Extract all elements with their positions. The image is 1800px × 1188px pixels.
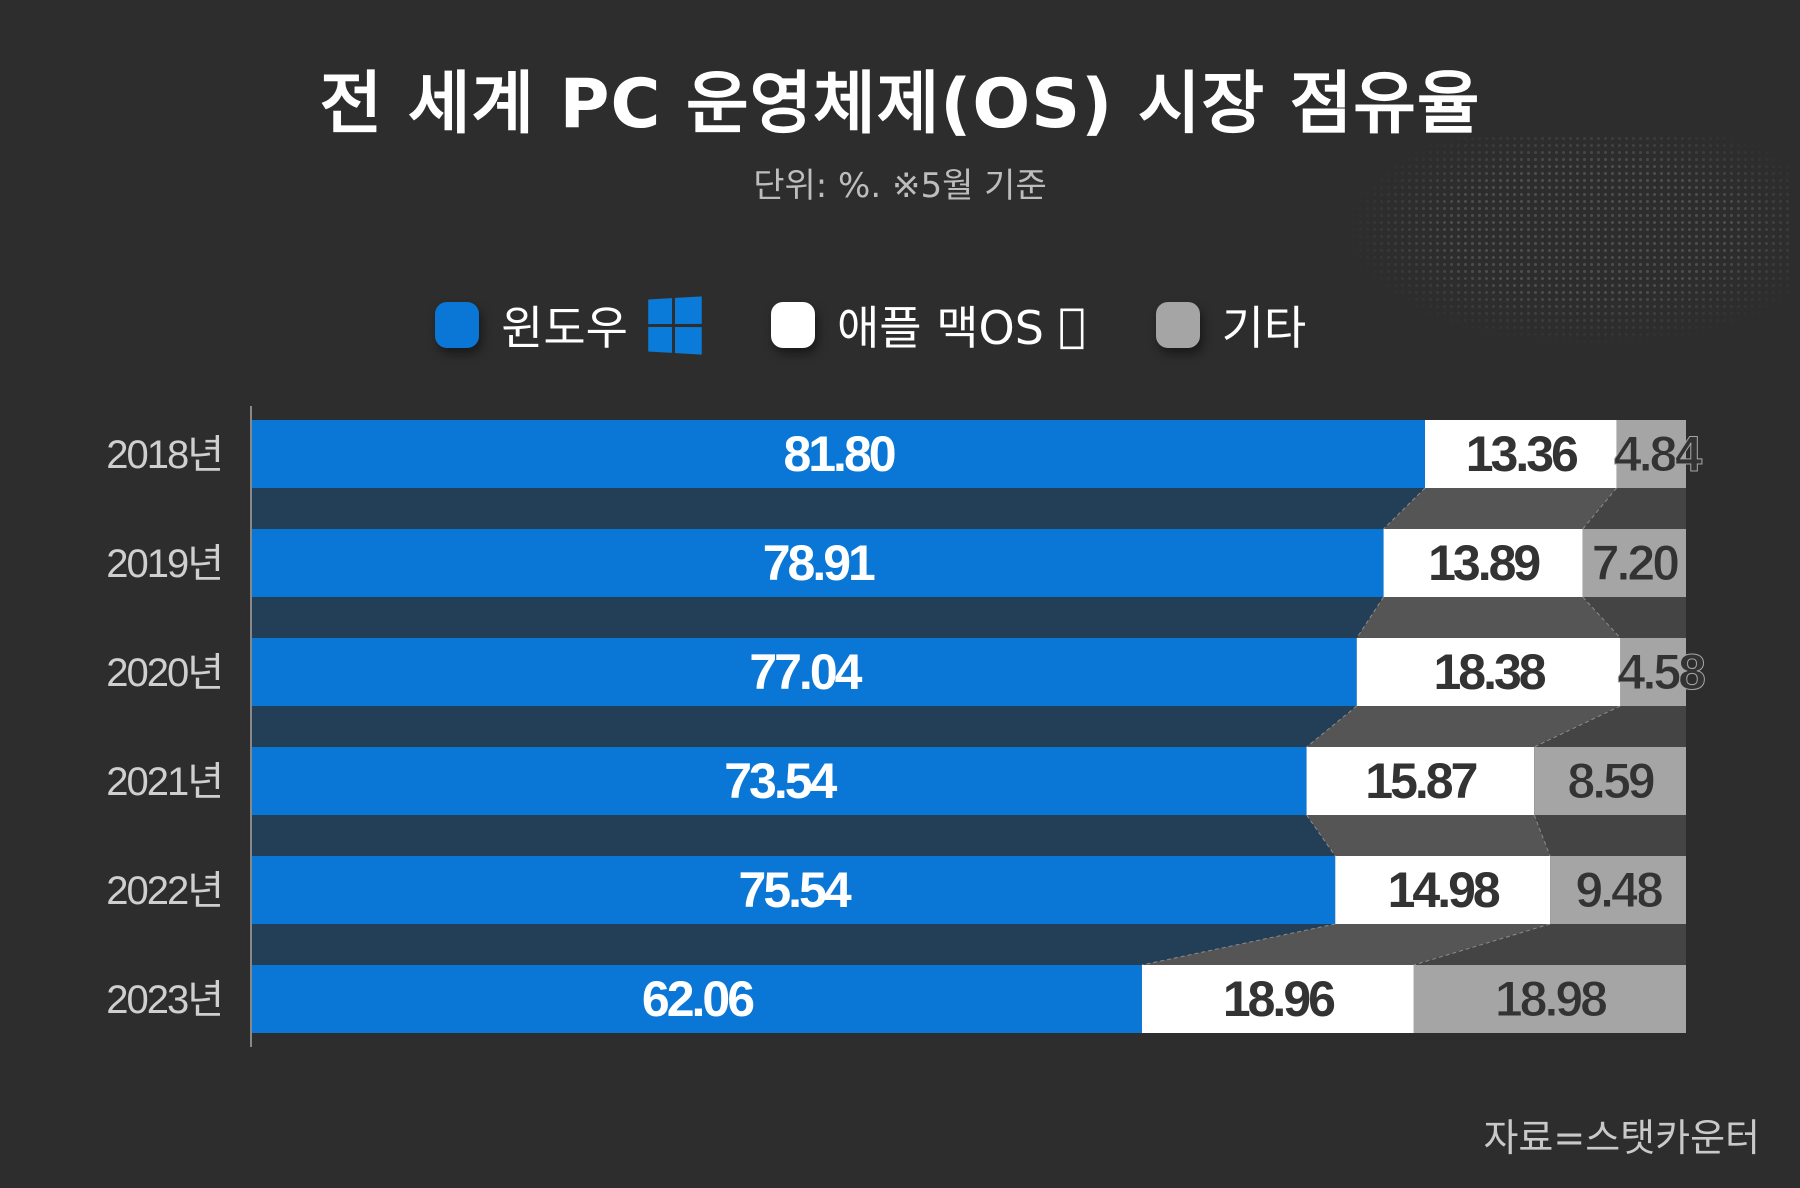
connector-band: [1306, 815, 1551, 856]
data-label: 13.89: [1428, 535, 1539, 591]
legend-swatch-windows: [435, 302, 479, 348]
legend-label-mac: 애플 맥OS: [836, 301, 1044, 355]
legend-label-other: 기타: [1193, 301, 1307, 355]
bar-segment: [252, 638, 1357, 706]
bar-segment: [1306, 747, 1535, 815]
data-label: 7.20: [1592, 535, 1679, 591]
source-note: 자료=스탯카운터: [1483, 1116, 1760, 1160]
data-label: 8.59: [1567, 753, 1654, 809]
data-label: 62.06: [642, 971, 753, 1027]
data-label: 4.58: [1618, 644, 1706, 700]
connector-band: [1141, 924, 1551, 965]
chart-subtitle: 단위: %. ※5월 기준: [753, 166, 1047, 206]
y-tick-label: 2018년: [106, 433, 222, 477]
connector-dashed-line: [1582, 487, 1617, 530]
connector-band: [1356, 597, 1621, 638]
connector-band: [252, 815, 1336, 856]
bar-segment: [252, 965, 1142, 1033]
legend-label-windows: 윈도우: [501, 301, 628, 355]
bar-segment: [1425, 420, 1617, 488]
y-tick-label: 2020년: [106, 651, 222, 695]
connector-band: [252, 597, 1384, 638]
connector-dashed-line: [1383, 487, 1426, 530]
y-tick-label: 2023년: [106, 978, 222, 1022]
bar-segment: [252, 856, 1336, 924]
bar-segment: [252, 747, 1307, 815]
bar-segment: [252, 529, 1384, 597]
data-label: 15.87: [1365, 753, 1476, 809]
bar-segment: [1141, 965, 1414, 1033]
y-tick-label: 2022년: [106, 869, 222, 913]
connector-dashed-line: [1356, 596, 1384, 639]
connector-dashed-line: [1306, 814, 1336, 857]
bar-segment: [1616, 420, 1686, 488]
world-map-decoration: [1350, 135, 1790, 345]
connector-band: [1534, 706, 1686, 747]
bar-segment: [1534, 747, 1686, 815]
connector-band: [252, 706, 1357, 747]
bar-segment: [1356, 638, 1621, 706]
legend-item-windows: 윈도우: [435, 292, 702, 358]
data-label: 18.98: [1495, 971, 1607, 1027]
legend-item-other: 기타: [1155, 292, 1307, 358]
chart-title: 전 세계 PC 운영체제(OS) 시장 점유율: [319, 65, 1481, 144]
data-label: 78.91: [763, 535, 875, 591]
connector-dashed-line: [1413, 923, 1551, 966]
data-label: 14.98: [1388, 862, 1500, 918]
connector-band: [1306, 706, 1621, 747]
connector-band: [1582, 488, 1686, 529]
data-label: 81.80: [783, 426, 894, 482]
connector-band: [1383, 488, 1617, 529]
data-label: 75.54: [739, 862, 852, 918]
connector-dashed-line: [1141, 923, 1336, 966]
connector-band: [1534, 815, 1686, 856]
connector-band: [1582, 597, 1686, 638]
data-label: 18.38: [1433, 644, 1545, 700]
bar-segment: [1620, 638, 1686, 706]
connector-dashed-line: [1533, 814, 1551, 857]
connector-band: [252, 488, 1426, 529]
legend-swatch-mac: [770, 302, 815, 348]
connector-band: [252, 924, 1336, 965]
y-tick-label: 2021년: [106, 760, 222, 804]
apple-logo-icon: : [1058, 298, 1086, 352]
legend-item-mac: 애플 맥OS : [770, 292, 1086, 358]
data-label: 18.96: [1223, 971, 1334, 1027]
y-tick-label: 2019년: [106, 542, 222, 586]
bar-segment: [1550, 856, 1686, 924]
bar-segment: [1335, 856, 1551, 924]
bar-segment: [1582, 529, 1686, 597]
connector-dashed-line: [1533, 705, 1621, 748]
data-label: 77.04: [749, 644, 862, 700]
bar-segment: [1413, 965, 1686, 1033]
legend-swatch-other: [1155, 302, 1200, 348]
data-label: 9.48: [1575, 862, 1663, 918]
connector-dashed-line: [1582, 596, 1621, 639]
bar-segment: [1383, 529, 1583, 597]
data-label: 73.54: [724, 753, 837, 809]
connector-dashed-line: [1306, 705, 1358, 748]
legend: 윈도우 애플 맥OS  기타: [435, 292, 1376, 358]
data-label: 4.84: [1614, 426, 1703, 482]
connector-band: [1413, 924, 1686, 965]
bar-segment: [252, 420, 1426, 488]
data-label: 13.36: [1466, 426, 1577, 482]
